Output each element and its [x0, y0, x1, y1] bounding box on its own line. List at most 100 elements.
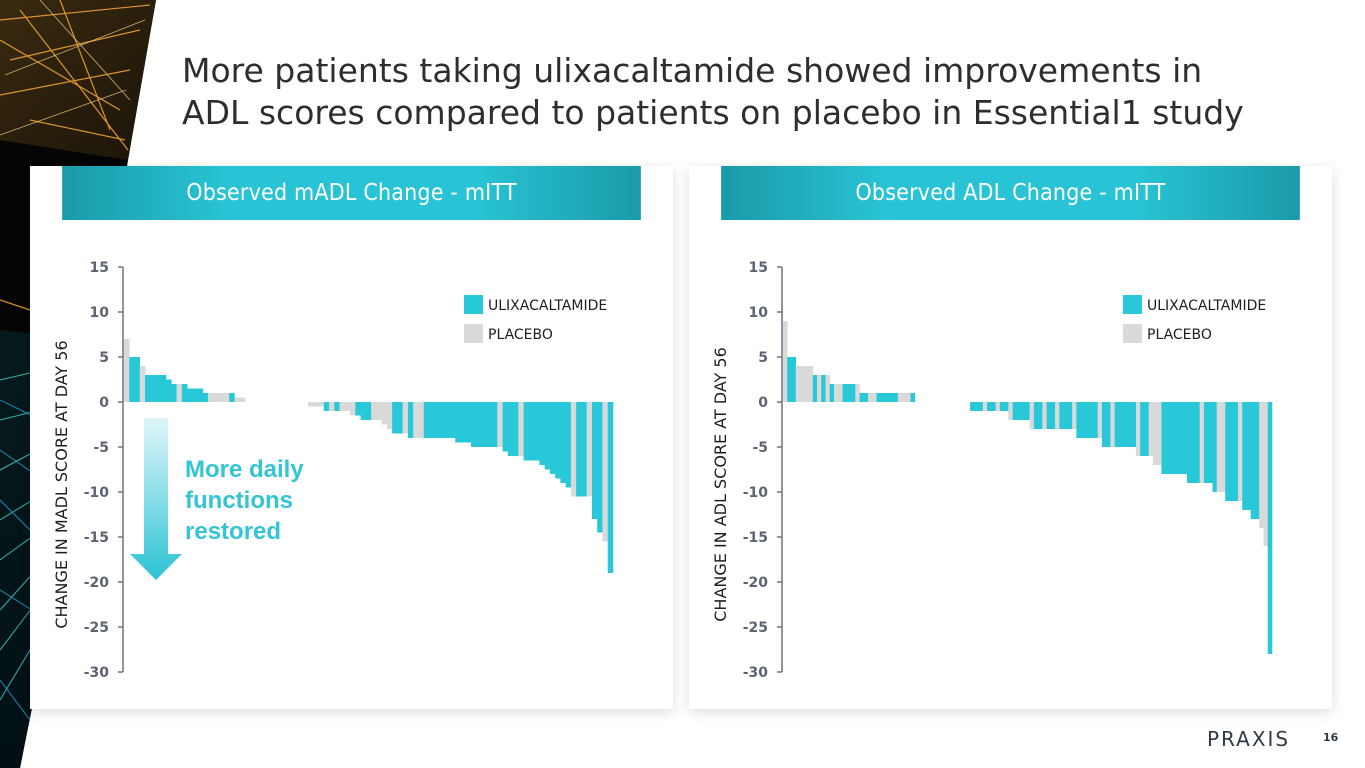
- bar-ulixacaltamide: [450, 402, 456, 438]
- bar-ulixacaltamide: [1089, 402, 1094, 438]
- bar-ulixacaltamide: [355, 402, 361, 416]
- bar-ulixacaltamide: [978, 402, 984, 411]
- bar-ulixacaltamide: [1182, 402, 1188, 474]
- y-tick-label: 10: [749, 305, 769, 321]
- bar-placebo: [1157, 402, 1162, 465]
- bar-ulixacaltamide: [787, 357, 792, 402]
- bar-ulixacaltamide: [1140, 402, 1145, 456]
- bar-placebo: [413, 402, 419, 438]
- bar-ulixacaltamide: [597, 402, 603, 533]
- bar-ulixacaltamide: [202, 393, 209, 402]
- bar-ulixacaltamide: [1127, 402, 1132, 447]
- bar-ulixacaltamide: [392, 402, 398, 434]
- bar-placebo: [808, 366, 814, 402]
- bar-ulixacaltamide: [460, 402, 467, 443]
- bar-ulixacaltamide: [1131, 402, 1137, 447]
- bar-ulixacaltamide: [829, 384, 835, 402]
- bar-placebo: [223, 393, 230, 402]
- bar-ulixacaltamide: [166, 379, 172, 402]
- bar-ulixacaltamide: [565, 402, 572, 488]
- y-tick-label: -15: [84, 530, 109, 546]
- legend-label: ULIXACALTAMIDE: [488, 298, 607, 314]
- y-axis-title: CHANGE IN ADL SCORE AT DAY 56: [711, 347, 730, 622]
- bar-ulixacaltamide: [1254, 402, 1260, 519]
- bar-ulixacaltamide: [1186, 402, 1192, 483]
- bar-ulixacaltamide: [365, 402, 372, 420]
- bar-ulixacaltamide: [1021, 402, 1026, 420]
- bar-placebo: [906, 393, 911, 402]
- chart-header-adl: Observed ADL Change - mITT: [721, 166, 1300, 220]
- y-tick-label: -30: [743, 665, 769, 681]
- bar-ulixacaltamide: [1203, 402, 1209, 483]
- bar-placebo: [124, 339, 130, 402]
- bar-ulixacaltamide: [539, 402, 545, 465]
- bar-ulixacaltamide: [1229, 402, 1235, 501]
- bar-ulixacaltamide: [591, 402, 598, 519]
- legend-label: ULIXACALTAMIDE: [1147, 298, 1266, 314]
- bar-ulixacaltamide: [1004, 402, 1009, 411]
- bar-placebo: [381, 402, 388, 425]
- bar-ulixacaltamide: [1050, 402, 1056, 429]
- bar-ulixacaltamide: [455, 402, 461, 443]
- slide-title: More patients taking ulixacaltamide show…: [182, 51, 1244, 132]
- bar-placebo: [1008, 402, 1013, 420]
- bar-ulixacaltamide: [1012, 402, 1018, 420]
- bar-ulixacaltamide: [1250, 402, 1256, 519]
- bar-ulixacaltamide: [560, 402, 566, 483]
- chart-header-madl: Observed mADL Change - mITT: [62, 166, 641, 220]
- bar-ulixacaltamide: [187, 388, 193, 402]
- y-tick-label: 10: [90, 305, 110, 321]
- bar-placebo: [371, 402, 377, 420]
- bar-placebo: [234, 397, 240, 402]
- bar-ulixacaltamide: [987, 402, 992, 411]
- y-tick-label: -5: [752, 440, 768, 456]
- bar-ulixacaltamide: [465, 402, 472, 443]
- chart-title-madl: Observed mADL Change - mITT: [186, 180, 517, 206]
- bar-placebo: [176, 384, 183, 402]
- bar-ulixacaltamide: [1174, 402, 1179, 474]
- bar-ulixacaltamide: [549, 402, 556, 474]
- bar-placebo: [218, 393, 225, 402]
- bar-ulixacaltamide: [910, 393, 916, 402]
- bar-ulixacaltamide: [1208, 402, 1213, 483]
- bar-placebo: [897, 393, 903, 402]
- bar-ulixacaltamide: [974, 402, 979, 411]
- bar-ulixacaltamide: [334, 402, 340, 411]
- bar-ulixacaltamide: [1084, 402, 1090, 438]
- bar-placebo: [386, 402, 393, 429]
- bar-ulixacaltamide: [821, 375, 826, 402]
- bar-ulixacaltamide: [507, 402, 514, 456]
- bar-ulixacaltamide: [129, 357, 135, 402]
- bar-placebo: [239, 397, 246, 402]
- bar-placebo: [329, 402, 335, 411]
- bar-ulixacaltamide: [842, 384, 848, 402]
- bar-placebo: [825, 375, 831, 402]
- bar-ulixacaltamide: [155, 375, 162, 402]
- bar-placebo: [800, 366, 805, 402]
- bar-placebo: [1263, 402, 1269, 546]
- bar-placebo: [1220, 402, 1226, 492]
- bar-ulixacaltamide: [360, 402, 367, 420]
- bar-placebo: [1055, 402, 1060, 429]
- bar-ulixacaltamide: [476, 402, 482, 447]
- bar-placebo: [402, 402, 409, 434]
- bar-ulixacaltamide: [534, 402, 540, 461]
- bar-ulixacaltamide: [528, 402, 535, 461]
- bar-ulixacaltamide: [492, 402, 498, 447]
- bar-placebo: [795, 366, 801, 402]
- bar-placebo: [804, 366, 809, 402]
- bar-ulixacaltamide: [885, 393, 890, 402]
- bar-ulixacaltamide: [423, 402, 430, 438]
- bar-placebo: [586, 402, 593, 497]
- bar-placebo: [497, 402, 503, 447]
- bar-ulixacaltamide: [851, 384, 856, 402]
- bar-ulixacaltamide: [1114, 402, 1120, 447]
- bar-ulixacaltamide: [160, 375, 167, 402]
- praxis-logo: PRAXIS: [1207, 727, 1291, 751]
- bar-ulixacaltamide: [1165, 402, 1171, 474]
- bar-ulixacaltamide: [1106, 402, 1111, 447]
- y-tick-label: 15: [90, 260, 109, 276]
- bar-ulixacaltamide: [1178, 402, 1183, 474]
- legend-label: PLACEBO: [488, 327, 553, 343]
- bar-placebo: [783, 321, 788, 402]
